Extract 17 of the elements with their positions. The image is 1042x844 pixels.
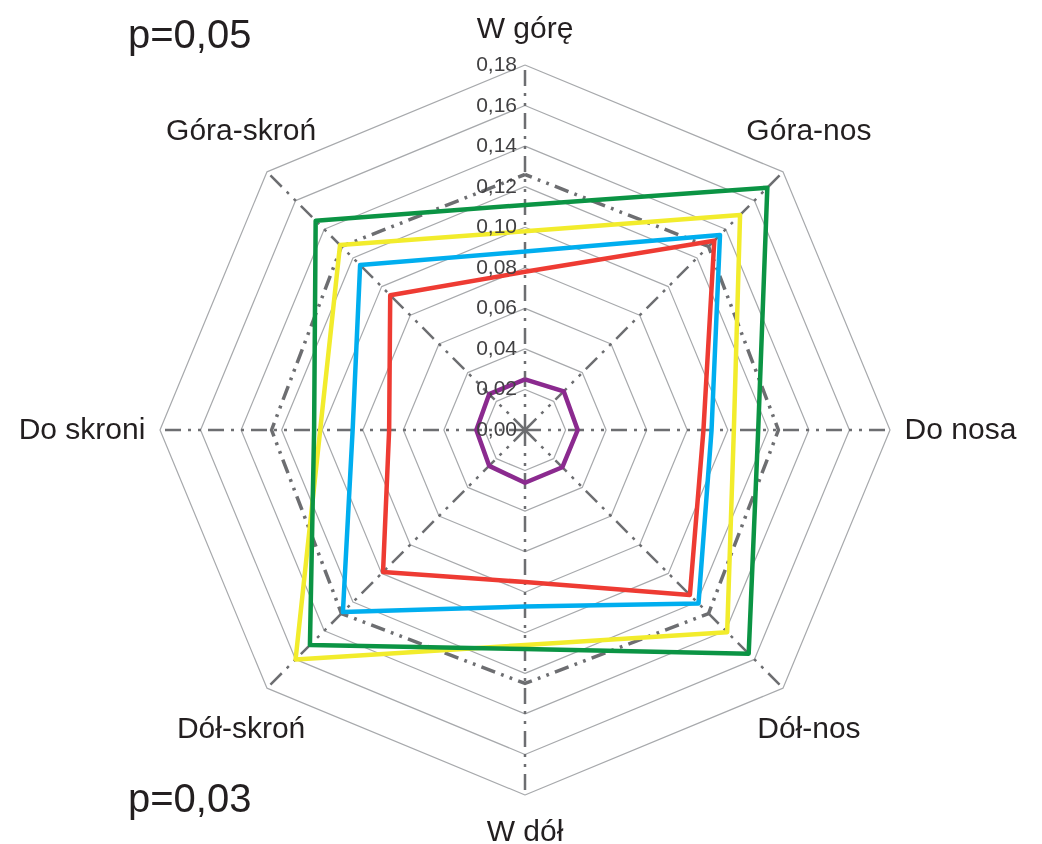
spoke-label: W górę xyxy=(476,10,574,44)
text: p=0,05 xyxy=(128,12,252,56)
spoke-label: Góra-skroń xyxy=(166,113,317,147)
spoke-label: Do skroni xyxy=(18,412,146,445)
y-tick-label: 0,04 xyxy=(476,335,518,359)
y-tick-label: 0,06 xyxy=(476,295,517,319)
y-tick-label: 0,14 xyxy=(476,133,518,157)
y-tick-label: 0,08 xyxy=(476,254,517,278)
y-tick-label: 0,16 xyxy=(476,92,517,116)
spoke-label: W dół xyxy=(486,813,564,844)
spoke-label: Dół-nos xyxy=(757,710,861,744)
y-tick-label: 0,10 xyxy=(476,214,517,238)
spoke-label: Góra-nos xyxy=(746,113,872,147)
y-tick-label: 0,18 xyxy=(476,52,517,75)
spoke-label: Do nosa xyxy=(904,412,1017,445)
text: p=0,03 xyxy=(128,776,252,820)
spoke-label: Dół-skroń xyxy=(176,710,306,744)
